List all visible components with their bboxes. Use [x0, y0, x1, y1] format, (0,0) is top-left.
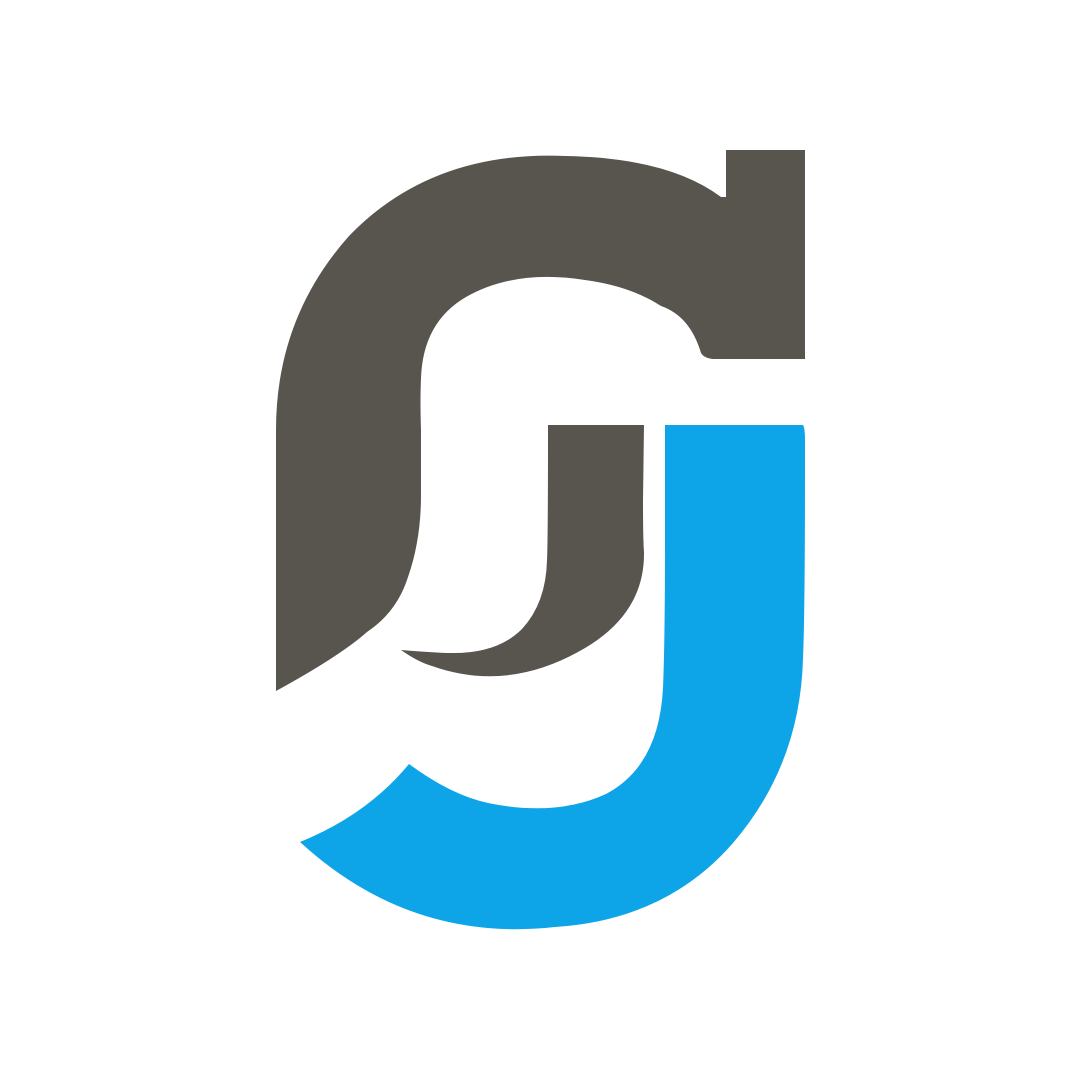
- blue-j-shape: [300, 425, 805, 930]
- dark-j-shape: [401, 425, 645, 677]
- dark-g-shape: [276, 150, 805, 691]
